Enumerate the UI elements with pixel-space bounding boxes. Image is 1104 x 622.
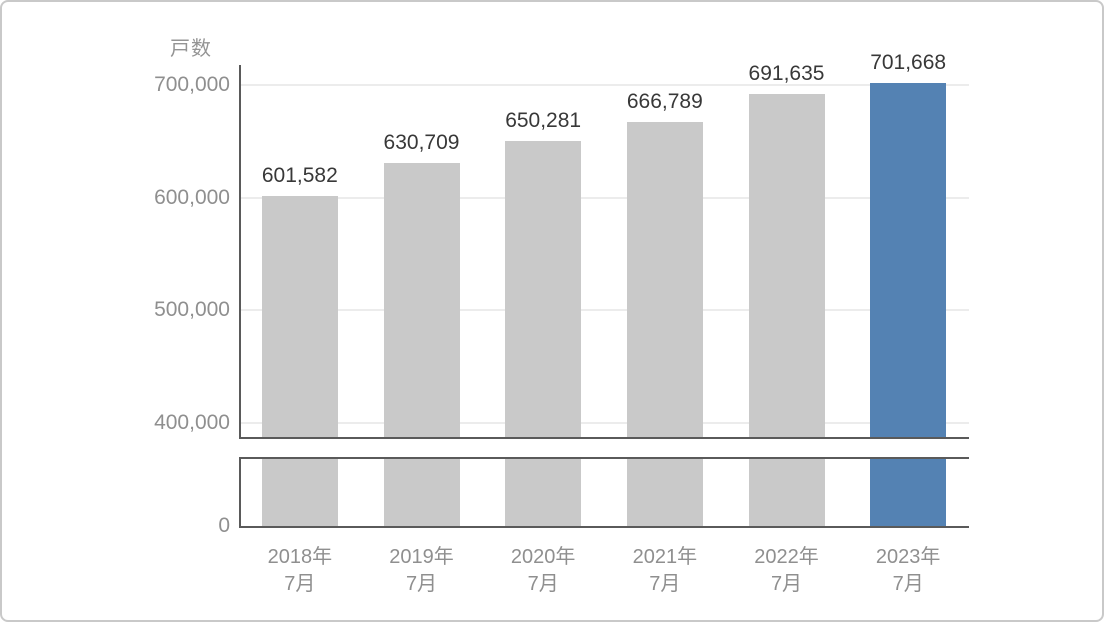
gridline	[241, 421, 969, 424]
x-tick-label: 2023年 7月	[847, 544, 969, 598]
bar	[626, 122, 703, 437]
x-tick-year: 2023年	[875, 546, 941, 568]
x-tick-month: 7月	[892, 573, 924, 595]
y-tick-label: 700,000	[154, 73, 230, 96]
bar-lower-segment	[870, 459, 947, 526]
x-tick-year: 2022年	[754, 546, 819, 568]
bar-lower-segment	[383, 459, 460, 526]
y-tick-label-zero: 0	[218, 514, 230, 537]
bar-lower-segment	[748, 459, 825, 526]
x-tick-label: 2021年 7月	[604, 544, 726, 598]
x-tick-year: 2021年	[632, 546, 698, 568]
x-tick-month: 7月	[284, 573, 316, 595]
main-plot-area	[239, 65, 969, 439]
x-tick-label: 2019年 7月	[361, 544, 483, 598]
y-tick-label: 400,000	[154, 410, 230, 434]
bar-lower-segment	[505, 459, 582, 526]
bar	[748, 94, 825, 437]
y-axis-unit-label: 戸数	[170, 38, 212, 60]
bar-value-label: 666,789	[626, 90, 703, 114]
gridline	[241, 196, 969, 199]
bar-value-label: 601,582	[261, 163, 338, 187]
x-tick-month: 7月	[649, 573, 681, 595]
y-tick-label: 600,000	[154, 185, 230, 209]
x-tick-month: 7月	[527, 573, 559, 595]
bar	[505, 140, 582, 437]
x-tick-month: 7月	[405, 573, 438, 595]
bar-value-label: 701,668	[870, 51, 947, 75]
x-tick-label: 2022年 7月	[726, 544, 848, 598]
x-tick-month: 7月	[770, 573, 803, 595]
x-tick-year: 2019年	[389, 546, 454, 568]
gridline	[241, 84, 969, 86]
bar-value-label: 630,709	[383, 130, 460, 154]
x-tick-label: 2020年 7月	[482, 544, 604, 598]
x-tick-year: 2018年	[267, 546, 333, 568]
bar-value-label: 691,635	[748, 62, 825, 86]
x-tick-year: 2020年	[510, 546, 576, 568]
bar	[383, 162, 460, 437]
bar	[261, 195, 338, 437]
axis-break-strip	[239, 457, 969, 528]
bar	[870, 83, 947, 437]
gridline	[241, 309, 969, 311]
bar-value-label: 650,281	[505, 108, 582, 132]
x-tick-label: 2018年 7月	[239, 544, 361, 598]
bar-lower-segment	[261, 459, 338, 526]
y-tick-label: 500,000	[154, 298, 230, 321]
bar-lower-segment	[626, 459, 703, 526]
